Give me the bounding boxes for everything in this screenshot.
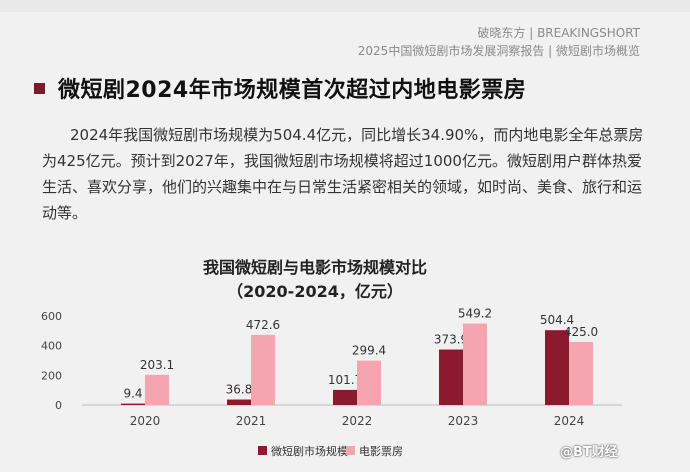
bar-microdrama bbox=[545, 330, 569, 405]
bar-microdrama bbox=[227, 399, 251, 405]
data-label: 101.7 bbox=[328, 373, 362, 387]
bar-microdrama bbox=[121, 403, 145, 405]
bar-film bbox=[463, 323, 487, 405]
x-tick-label: 2023 bbox=[448, 414, 479, 428]
data-label: 299.4 bbox=[352, 344, 386, 358]
bar-film bbox=[357, 360, 381, 405]
report-brand: 破晓东方 | BREAKINGSHORT 2025中国微短剧市场发展洞察报告 |… bbox=[358, 24, 640, 60]
y-tick-label: 0 bbox=[55, 399, 62, 412]
bar-microdrama bbox=[439, 349, 463, 405]
legend-label: 电影票房 bbox=[359, 445, 403, 458]
legend-swatch bbox=[258, 446, 267, 455]
bar-film bbox=[569, 341, 593, 405]
x-tick-label: 2021 bbox=[236, 414, 267, 428]
top-bar bbox=[0, 0, 690, 12]
data-label: 549.2 bbox=[458, 307, 492, 321]
y-tick-label: 200 bbox=[41, 369, 62, 382]
brand-line-2: 2025中国微短剧市场发展洞察报告 | 微短剧市场概览 bbox=[357, 44, 640, 58]
x-tick-label: 2020 bbox=[130, 414, 161, 428]
y-tick-label: 400 bbox=[41, 340, 62, 353]
bar-microdrama bbox=[333, 389, 357, 405]
chart-title: 我国微短剧与电影市场规模对比 bbox=[202, 258, 427, 277]
x-tick-label: 2024 bbox=[554, 414, 585, 428]
bar-film bbox=[251, 334, 275, 405]
data-label: 36.8 bbox=[226, 383, 253, 397]
chart-subtitle: （2020-2024，亿元） bbox=[227, 282, 403, 301]
data-label: 472.6 bbox=[246, 318, 280, 332]
x-tick-label: 2022 bbox=[342, 414, 373, 428]
page-heading: 微短剧2024年市场规模首次超过内地电影票房 bbox=[58, 78, 527, 103]
y-tick-label: 600 bbox=[41, 310, 62, 323]
heading-marker bbox=[34, 83, 45, 94]
legend-label: 微短剧市场规模 bbox=[271, 444, 348, 458]
body-paragraph: 2024年我国微短剧市场规模为504.4亿元，同比增长34.90%，而内地电影全… bbox=[42, 126, 644, 222]
watermark: @BT财经 bbox=[560, 445, 618, 460]
data-label: 425.0 bbox=[564, 325, 598, 339]
legend-swatch bbox=[346, 446, 355, 455]
bar-film bbox=[145, 374, 169, 405]
data-label: 9.4 bbox=[123, 387, 142, 401]
data-label: 504.4 bbox=[540, 313, 574, 327]
data-label: 203.1 bbox=[140, 358, 174, 372]
data-label: 373.9 bbox=[434, 333, 468, 347]
brand-line-1: 破晓东方 | BREAKINGSHORT bbox=[477, 26, 640, 40]
